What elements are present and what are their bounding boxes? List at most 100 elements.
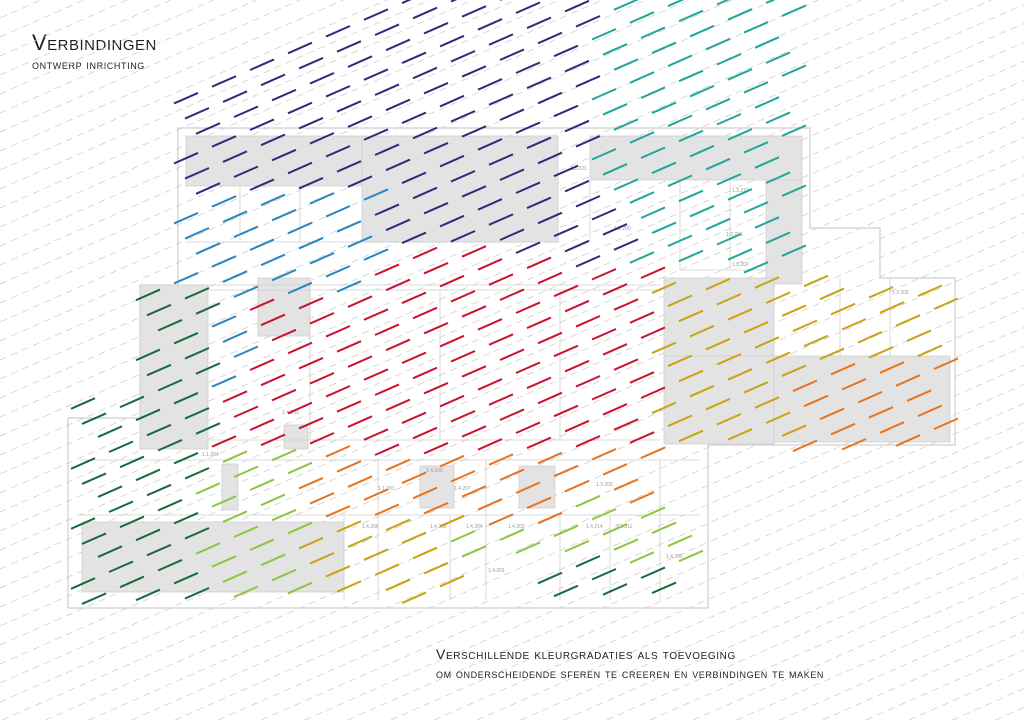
- yellow-connection-dash: [754, 276, 780, 289]
- orange-connection-dash: [537, 511, 563, 525]
- guide-line: [822, 631, 1024, 721]
- red-connection-dash: [461, 245, 487, 258]
- red-connection-dash: [526, 256, 552, 270]
- dark-green-connection-dash: [81, 412, 107, 425]
- yellow-connection-dash: [705, 397, 731, 411]
- orange-connection-dash: [515, 481, 541, 494]
- guide-line: [347, 422, 1024, 721]
- dark-green-connection-dash: [195, 362, 221, 375]
- blue-connection-dash: [363, 188, 389, 201]
- navy-connection-dash: [575, 135, 601, 148]
- red-connection-dash: [374, 443, 400, 456]
- navy-connection-dash: [287, 41, 313, 55]
- guide-line: [261, 384, 1024, 721]
- dark-green-connection-dash: [157, 558, 183, 572]
- navy-connection-dash: [553, 104, 579, 118]
- navy-connection-dash: [309, 132, 335, 145]
- light-green-connection-dash: [287, 461, 313, 475]
- blue-connection-dash: [184, 227, 210, 240]
- red-connection-dash: [602, 283, 628, 296]
- navy-connection-dash: [515, 241, 541, 254]
- red-connection-dash: [602, 403, 628, 416]
- yellow-connection-dash: [895, 314, 921, 327]
- floor-plan: 1.3.221 1.3.210 1.1.200 1.3.201 1.3.202 …: [67, 127, 956, 609]
- navy-connection-dash: [564, 179, 590, 193]
- guide-line: [0, 0, 85, 38]
- dark-green-connection-dash: [146, 363, 172, 377]
- dark-green-connection-dash: [135, 528, 161, 542]
- blue-connection-dash: [222, 270, 248, 283]
- orange-connection-dash: [830, 422, 856, 436]
- yellow-connection-dash: [667, 414, 693, 428]
- teal-connection-dash: [754, 36, 780, 49]
- room-label: 1.4.214: [586, 524, 603, 530]
- teal-connection-dash: [716, 113, 742, 126]
- orange-connection-dash: [879, 421, 905, 434]
- navy-connection-dash: [526, 136, 552, 150]
- teal-connection-dash: [629, 191, 655, 204]
- dark-green-connection-dash: [651, 581, 677, 595]
- navy-connection-dash: [412, 126, 438, 140]
- dark-green-connection-dash: [81, 592, 107, 605]
- blue-connection-dash: [287, 221, 313, 235]
- room: [361, 135, 559, 243]
- red-connection-dash: [553, 344, 579, 358]
- teal-connection-dash: [716, 233, 742, 246]
- navy-connection-dash: [591, 208, 617, 221]
- light-green-connection-dash: [249, 538, 275, 551]
- dark-green-connection-dash: [108, 440, 134, 453]
- orange-connection-dash: [803, 394, 829, 408]
- navy-connection-dash: [515, 121, 541, 134]
- blue-connection-dash: [195, 242, 221, 255]
- room-label: 1.4.205: [430, 524, 447, 530]
- orange-connection-dash: [537, 451, 563, 465]
- navy-connection-dash: [488, 33, 514, 46]
- red-connection-dash: [336, 400, 362, 413]
- teal-connection-dash: [781, 184, 807, 197]
- orange-connection-dash: [613, 478, 639, 491]
- navy-connection-dash: [575, 255, 601, 268]
- teal-connection-dash: [743, 261, 769, 274]
- navy-connection-dash: [526, 196, 552, 210]
- navy-connection-dash: [553, 44, 579, 58]
- yellow-connection-dash: [765, 291, 791, 304]
- teal-connection-dash: [689, 84, 715, 98]
- room-label: 1.4.203: [508, 524, 525, 530]
- navy-connection-dash: [461, 125, 487, 138]
- guide-line: [0, 0, 171, 76]
- navy-connection-dash: [298, 56, 324, 70]
- teal-connection-dash: [640, 86, 666, 99]
- yellow-connection-dash: [879, 301, 905, 314]
- teal-connection-dash: [640, 146, 666, 159]
- teal-connection-dash: [754, 216, 780, 229]
- orange-connection-dash: [591, 448, 617, 461]
- room-label: 1.3.210: [732, 188, 749, 194]
- dark-green-connection-dash: [70, 517, 96, 530]
- orange-connection-dash: [401, 471, 427, 485]
- caption-line-1: Verschillende kleurgradaties als toevoeg…: [436, 646, 736, 662]
- navy-connection-dash: [374, 23, 400, 36]
- yellow-connection-dash: [743, 321, 769, 334]
- orange-connection-dash: [526, 496, 552, 510]
- orange-connection-dash: [385, 458, 411, 472]
- navy-connection-dash: [477, 18, 503, 31]
- navy-connection-dash: [287, 161, 313, 175]
- light-green-connection-dash: [222, 510, 248, 523]
- room-label: 1.3.203: [596, 482, 613, 488]
- teal-connection-dash: [743, 21, 769, 34]
- teal-connection-dash: [602, 163, 628, 176]
- navy-connection-dash: [222, 90, 248, 103]
- teal-connection-dash: [651, 161, 677, 175]
- red-connection-dash: [461, 365, 487, 378]
- red-connection-dash: [461, 305, 487, 318]
- yellow-connection-dash: [667, 294, 693, 308]
- orange-connection-dash: [325, 445, 351, 458]
- teal-connection-dash: [754, 96, 780, 109]
- light-green-connection-dash: [287, 521, 313, 535]
- yellow-connection-dash: [298, 536, 324, 550]
- navy-connection-dash: [347, 55, 373, 68]
- red-connection-dash: [249, 298, 275, 311]
- room: [221, 463, 239, 511]
- yellow-connection-dash: [651, 281, 677, 295]
- orange-connection-dash: [792, 439, 818, 453]
